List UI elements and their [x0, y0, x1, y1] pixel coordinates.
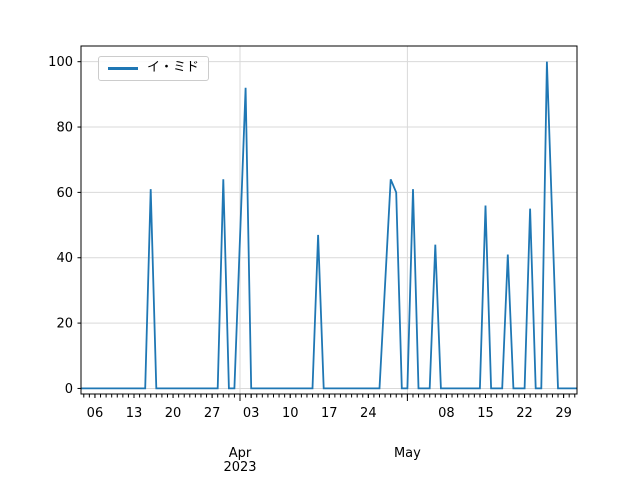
x-tick-label: 24: [360, 406, 377, 421]
x-tick-label: 29: [555, 406, 572, 421]
x-tick-label: 13: [126, 406, 143, 421]
x-tick-label: 03: [243, 406, 260, 421]
legend[interactable]: イ・ミド: [98, 56, 210, 81]
legend-series-label: イ・ミド: [147, 60, 200, 75]
x-tick-label: 08: [438, 406, 455, 421]
x-tick-label: 22: [516, 406, 533, 421]
y-tick-label: 20: [56, 317, 73, 332]
month-label: May: [394, 446, 421, 461]
x-tick-label: 15: [477, 406, 494, 421]
y-tick-label: 0: [65, 382, 73, 397]
series-line: [81, 61, 577, 390]
x-tick-label: 17: [321, 406, 338, 421]
x-tick-label: 27: [204, 406, 221, 421]
x-tick-label: 20: [165, 406, 182, 421]
y-tick-label: 40: [56, 251, 73, 266]
month-label: Apr: [229, 446, 252, 461]
legend-line-sample: [108, 66, 138, 70]
x-tick-label: 10: [282, 406, 299, 421]
year-label: 2023: [223, 460, 256, 475]
y-tick-label: 60: [56, 186, 73, 201]
y-tick-label: 80: [56, 121, 73, 136]
y-tick-label: 100: [48, 55, 73, 70]
x-tick-label: 06: [87, 406, 104, 421]
